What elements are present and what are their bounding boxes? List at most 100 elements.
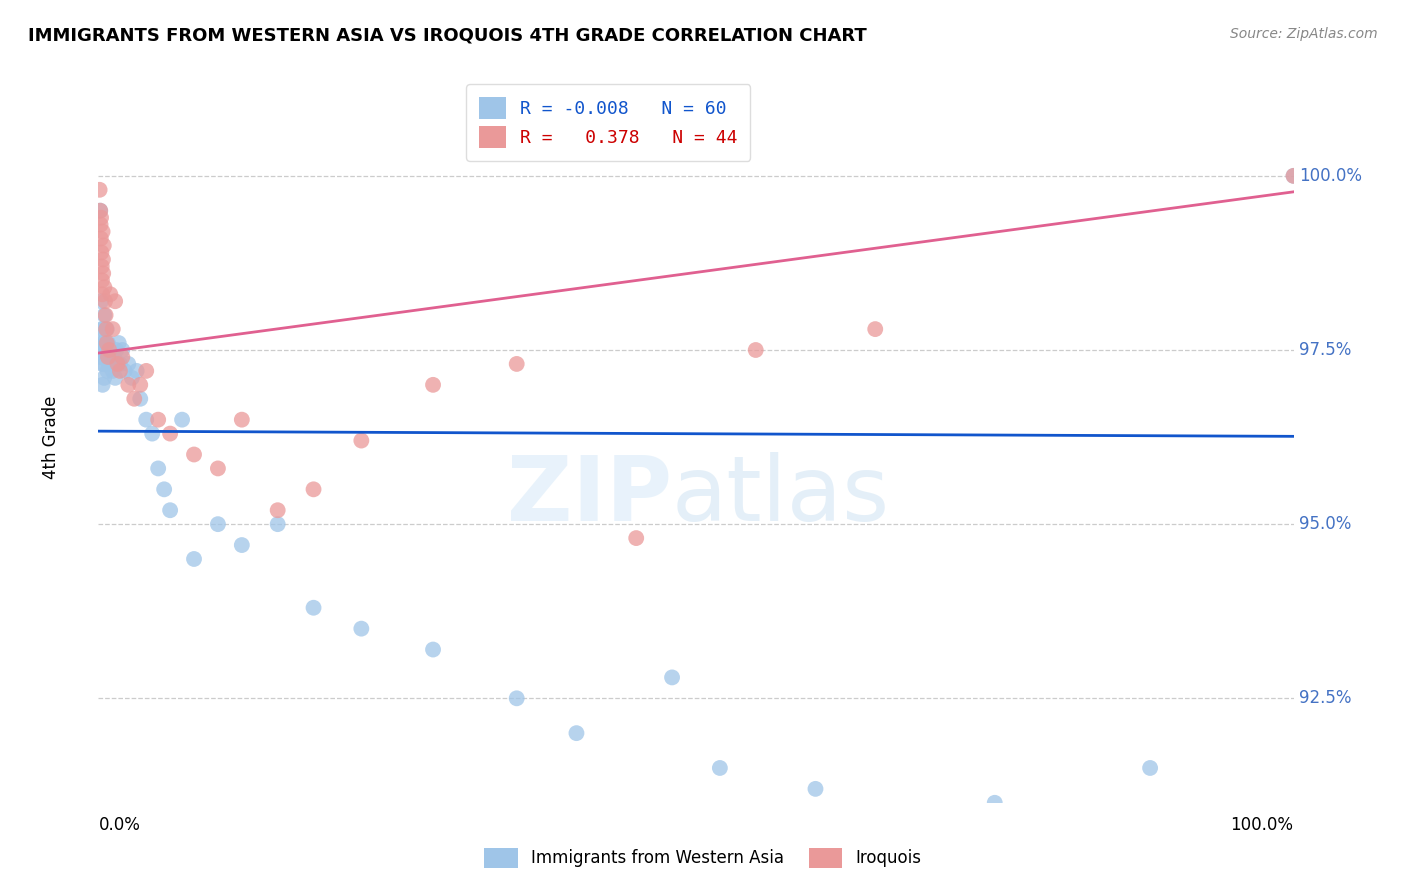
Point (101, 322, 124, 336)
Point (117, 377, 139, 392)
Point (90, 294, 112, 309)
Point (183, 448, 205, 462)
Point (90, 260, 112, 274)
Point (91, 252, 114, 267)
Point (709, 761, 731, 775)
Point (302, 483, 325, 497)
Point (1139, 761, 1161, 775)
Point (97, 350, 120, 364)
Point (98, 343, 121, 357)
Point (93, 343, 115, 357)
Point (91, 225, 114, 239)
Point (506, 357, 529, 371)
Point (135, 364, 157, 378)
Point (93, 280, 115, 294)
Point (159, 503, 181, 517)
Point (267, 517, 290, 532)
Point (107, 357, 129, 371)
Point (96, 350, 118, 364)
Point (153, 483, 176, 497)
Point (93, 308, 115, 322)
Text: 95.0%: 95.0% (1299, 516, 1353, 533)
Point (983, 796, 1005, 810)
Point (90, 245, 112, 260)
Point (98, 343, 121, 357)
Point (96, 336, 118, 351)
Point (172, 412, 194, 426)
Point (93, 238, 115, 252)
Text: 97.5%: 97.5% (1299, 341, 1353, 359)
Point (90, 350, 112, 364)
Point (93, 357, 115, 371)
Point (96, 364, 118, 378)
Point (98, 287, 122, 301)
Point (89, 183, 111, 197)
Point (97, 357, 120, 371)
Point (103, 350, 125, 364)
Point (129, 392, 152, 406)
Point (121, 371, 143, 385)
Point (422, 377, 444, 392)
Point (1282, 169, 1305, 183)
Text: Source: ZipAtlas.com: Source: ZipAtlas.com (1230, 27, 1378, 41)
Point (90, 343, 112, 357)
Point (91, 336, 114, 351)
Point (94, 343, 117, 357)
Point (90, 218, 112, 232)
Text: 4th Grade: 4th Grade (42, 395, 59, 479)
Point (93, 371, 115, 385)
Point (135, 412, 157, 426)
Point (108, 357, 131, 371)
Point (90, 336, 112, 351)
Point (661, 670, 683, 684)
Text: 100.0%: 100.0% (1299, 167, 1362, 185)
Point (159, 426, 181, 441)
Point (98, 343, 122, 357)
Point (101, 364, 124, 378)
Text: atlas: atlas (672, 451, 890, 540)
Point (89, 203, 111, 218)
Point (90, 231, 112, 245)
Point (107, 336, 129, 351)
Text: 92.5%: 92.5% (1299, 690, 1353, 707)
Point (94, 308, 117, 322)
Point (863, 322, 886, 336)
Point (98, 350, 121, 364)
Point (124, 392, 146, 406)
Point (94, 336, 117, 351)
Point (100, 357, 122, 371)
Point (267, 503, 290, 517)
Point (107, 357, 129, 371)
Point (302, 600, 325, 615)
Point (91, 287, 114, 301)
Point (148, 412, 170, 426)
Point (111, 350, 134, 364)
Point (141, 426, 163, 441)
Text: IMMIGRANTS FROM WESTERN ASIA VS IROQUOIS 4TH GRADE CORRELATION CHART: IMMIGRANTS FROM WESTERN ASIA VS IROQUOIS… (28, 27, 868, 45)
Point (207, 461, 229, 475)
Point (91, 377, 114, 392)
Point (90, 211, 112, 225)
Point (1282, 169, 1305, 183)
Point (97, 336, 120, 351)
Point (350, 622, 373, 636)
Point (108, 364, 131, 378)
Point (148, 461, 170, 475)
Point (105, 343, 128, 357)
Point (89, 203, 111, 218)
Point (91, 322, 114, 336)
Point (91, 350, 114, 364)
Point (94, 294, 117, 309)
Legend: R = -0.008   N = 60, R =   0.378   N = 44: R = -0.008 N = 60, R = 0.378 N = 44 (465, 84, 751, 161)
Point (91, 357, 114, 371)
Point (96, 322, 118, 336)
Point (231, 412, 253, 426)
Point (624, 531, 647, 545)
Point (125, 364, 148, 378)
Text: 100.0%: 100.0% (1230, 816, 1294, 834)
Point (183, 552, 205, 566)
Point (231, 538, 253, 552)
Point (565, 726, 588, 740)
Point (90, 322, 112, 336)
Point (350, 434, 373, 448)
